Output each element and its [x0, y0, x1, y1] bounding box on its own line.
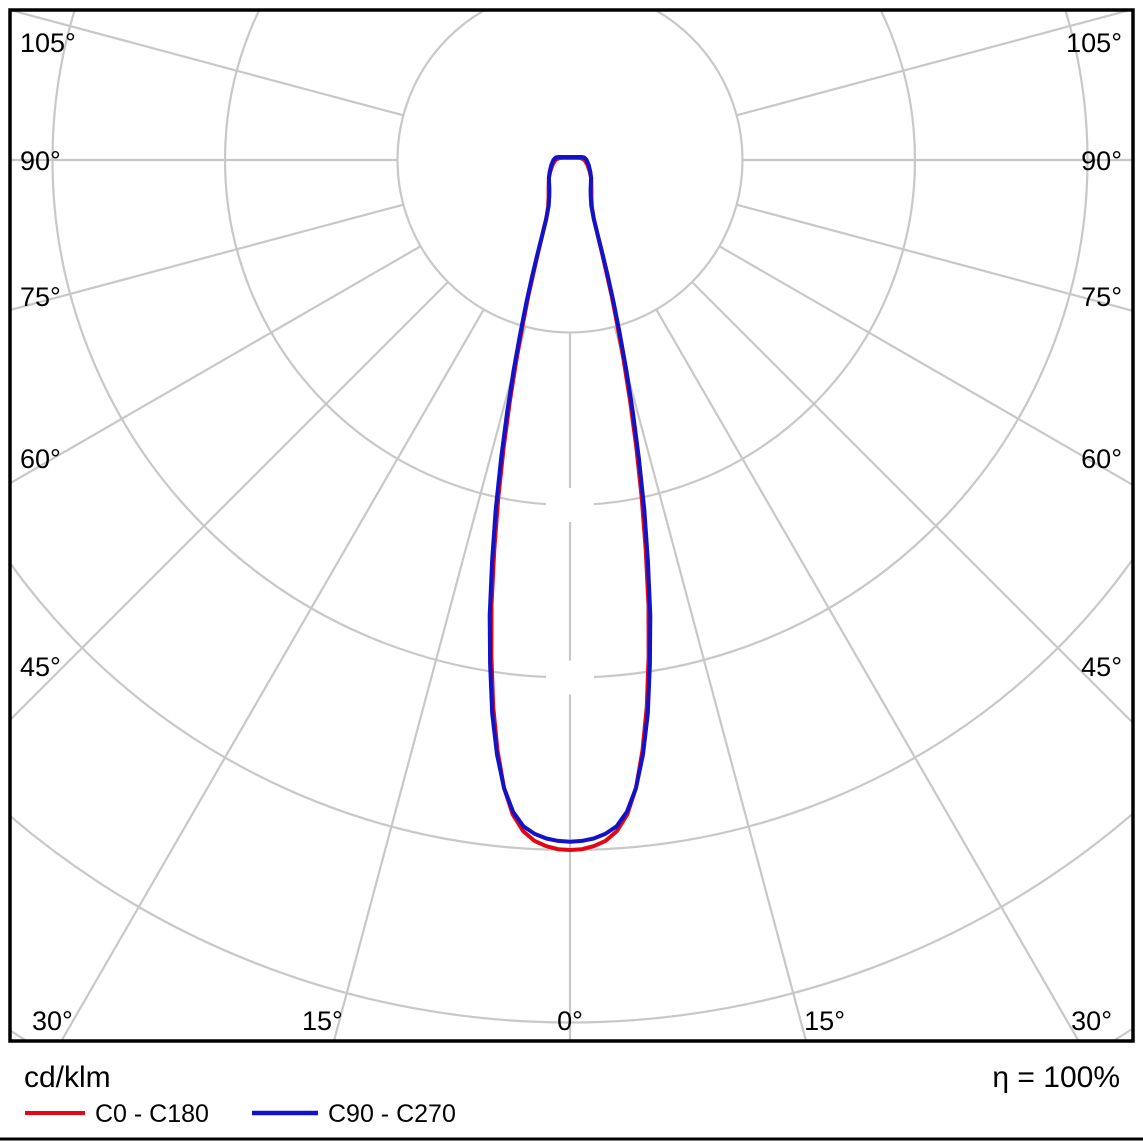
angle-label: 45° — [1081, 652, 1122, 682]
angle-label: 105° — [1066, 28, 1122, 58]
angle-label: 60° — [1081, 444, 1122, 474]
grid-radial — [60, 308, 485, 1040]
grid-radial — [11, 203, 404, 311]
legend: C0 - C180 C90 - C270 — [25, 1100, 456, 1128]
chart-border — [8, 8, 1135, 1043]
angle-label: 30° — [1071, 1006, 1112, 1036]
grid-ring — [11, 558, 1132, 851]
grid-radial — [613, 326, 807, 1040]
angle-label: 0° — [557, 1006, 583, 1036]
efficiency-label: η = 100% — [992, 1061, 1120, 1094]
angle-label: 45° — [20, 652, 61, 682]
angle-label: 15° — [804, 1006, 845, 1036]
grid-radial — [655, 308, 1080, 1040]
grid-radial — [11, 11, 404, 117]
angle-label: 90° — [1081, 146, 1122, 176]
angle-label: 75° — [20, 282, 61, 312]
grid-radial — [718, 245, 1132, 486]
angle-labels: 105° 90° 75° 60° 45° 30° 15° 0° 15° 30° 105° 90° 75°… — [20, 28, 1122, 1036]
grid-radial — [333, 326, 527, 1040]
angle-label: 90° — [20, 146, 61, 176]
grid-radial — [736, 11, 1131, 117]
angle-label: 75° — [1081, 282, 1122, 312]
curve-c90-c270 — [487, 155, 653, 844]
legend-label-c90: C90 - C270 — [328, 1100, 456, 1128]
angle-label: 60° — [20, 444, 61, 474]
grid-radial — [11, 281, 449, 721]
unit-label: cd/klm — [24, 1061, 111, 1094]
ring-label-gap — [546, 488, 594, 522]
grid-radial — [11, 245, 422, 485]
axis-label-gaps — [546, 488, 594, 695]
angle-label: 30° — [32, 1006, 73, 1036]
grid-radial — [691, 281, 1132, 724]
legend-label-c0: C0 - C180 — [95, 1100, 209, 1128]
grid-ring — [396, 11, 744, 334]
ring-label-gap — [546, 660, 594, 695]
grid-radial — [736, 203, 1132, 312]
angle-label: 105° — [20, 28, 76, 58]
angle-label: 15° — [302, 1006, 343, 1036]
